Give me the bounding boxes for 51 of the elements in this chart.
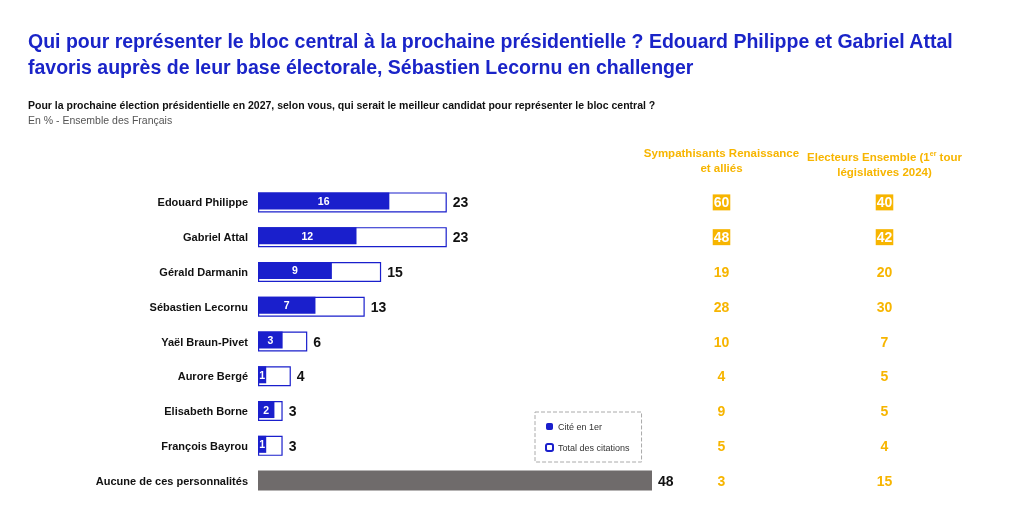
data-label: 10 [713,333,730,350]
data-label: 3 [267,334,274,346]
data-label: 28 [713,298,730,315]
y-tick-label: François Bayrou [161,439,248,452]
y-tick-label: Gérald Darmanin [159,265,249,278]
legend-label: Cité en 1er [558,421,603,432]
chart-title: Qui pour représenter le bloc central à la prochaine présidentielle ? Edouard Philippe et Gabriel Attal favoris auprès de leur base électorale, Sébastien Lecornu en challenger [28,29,954,80]
data-label: 19 [713,263,730,280]
data-label: 5 [717,437,726,454]
y-tick-label: Edouard Philippe [157,196,248,209]
data-label: 2 [263,403,270,416]
data-label: 42 [876,229,893,246]
data-label: 1 [259,368,266,381]
data-label: 60 [713,194,730,211]
legend-label: Total des citations [558,442,631,453]
data-label: 23 [452,194,469,211]
data-label: 7 [880,333,889,350]
data-label: 5 [880,403,889,420]
data-label: 5 [880,368,889,385]
data-label: 1 [259,438,266,451]
data-label: 13 [370,298,387,315]
text: En % - Ensemble des Français [28,114,173,126]
data-label: 15 [876,472,893,489]
data-label: 23 [452,229,469,246]
chart-subtitle: Pour la prochaine élection présidentielle en 2027, selon vous, qui serait le meilleur candidat pour représenter le bloc central ? [28,99,656,111]
data-label: 4 [296,368,305,385]
y-tick-label: Aurore Bergé [177,370,248,383]
y-tick-label: Gabriel Attal [183,231,248,244]
data-label: 16 [317,194,330,207]
data-label: 9 [717,403,726,420]
data-label: 48 [658,472,674,489]
data-label: 3 [288,437,297,454]
x-tick-label: Electeurs Ensemble (1$^{er}$ tour législatives 2024) [806,149,963,180]
data-label: 4 [880,437,889,454]
data-label: 48 [713,229,730,246]
data-label: 3 [288,403,297,420]
data-label: 20 [876,263,893,280]
data-label: 40 [876,194,893,211]
data-label: 12 [301,229,314,242]
data-label: 15 [387,263,403,280]
data-label: 7 [283,299,290,312]
x-tick-label: Sympathisants Renaissance et alliés [642,146,801,176]
y-tick-label: Sébastien Lecornu [149,300,248,313]
data-label: 4 [717,368,726,385]
data-label: 9 [292,264,299,277]
data-label: 6 [313,333,322,350]
data-label: 30 [876,298,893,315]
y-tick-label: Yaël Braun-Pivet [161,335,249,348]
y-tick-label: Aucune de ces personnalités [95,474,248,487]
data-label: 3 [717,472,726,489]
y-tick-label: Elisabeth Borne [164,405,248,418]
